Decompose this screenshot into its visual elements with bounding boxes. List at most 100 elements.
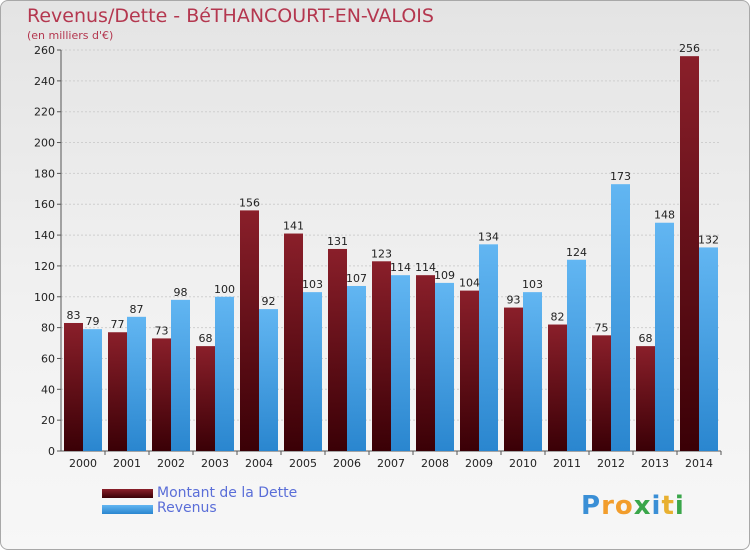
data-label-revenus: 114: [390, 261, 411, 274]
bar-revenus: [303, 292, 322, 451]
bar-revenus: [215, 296, 234, 451]
data-label-revenus: 109: [434, 269, 455, 282]
data-label-revenus: 87: [130, 303, 144, 316]
bar-revenus: [347, 285, 366, 451]
legend-swatch-debt: [102, 489, 153, 498]
data-label-revenus: 173: [610, 170, 631, 183]
bar-revenus: [127, 316, 146, 451]
y-tick-label: 0: [48, 445, 55, 458]
chart-title: Revenus/Dette - BéTHANCOURT-EN-VALOIS: [27, 5, 434, 27]
y-tick-label: 140: [34, 229, 55, 242]
y-tick-label: 80: [41, 322, 55, 335]
bar-revenus: [523, 292, 542, 451]
legend-label-revenus: Revenus: [157, 500, 217, 516]
data-label-debt: 68: [199, 332, 213, 345]
y-tick-label: 200: [34, 137, 55, 150]
data-label-debt: 68: [639, 332, 653, 345]
y-tick-label: 120: [34, 260, 55, 273]
legend-swatch-revenus: [102, 505, 153, 514]
data-label-debt: 131: [327, 235, 348, 248]
logo-letter: x: [633, 491, 652, 521]
bar-debt: [504, 307, 523, 451]
x-tick-label: 2010: [509, 457, 537, 470]
data-label-revenus: 100: [214, 283, 235, 296]
x-tick-label: 2008: [421, 457, 449, 470]
x-tick-label: 2009: [465, 457, 493, 470]
bar-revenus: [259, 309, 278, 451]
y-tick-label: 20: [41, 414, 55, 427]
proxiti-logo: Proxiti: [581, 491, 685, 521]
data-labels: 83 79 778773986810015692141103131107123114…: [67, 42, 720, 345]
y-tick-label: 40: [41, 383, 55, 396]
data-label-revenus: 92: [262, 295, 276, 308]
bar-debt: [64, 322, 83, 451]
bar-debt: [460, 290, 479, 451]
logo-letter: i: [674, 491, 685, 521]
bar-revenus: [391, 275, 410, 451]
data-label-revenus: 98: [174, 286, 188, 299]
bar-revenus: [611, 184, 630, 451]
y-tick-label: 260: [34, 44, 55, 57]
x-tick-label: 2001: [113, 457, 141, 470]
data-label-revenus: 79: [86, 315, 100, 328]
bar-revenus: [83, 329, 102, 451]
bar-debt: [328, 248, 347, 451]
bar-revenus: [479, 244, 498, 451]
bars: [64, 56, 718, 452]
y-tick-label: 180: [34, 167, 55, 180]
x-tick-label: 2004: [245, 457, 273, 470]
x-tick-label: 2012: [597, 457, 625, 470]
bar-revenus: [699, 247, 718, 451]
data-label-debt: 123: [371, 247, 392, 260]
logo-letter: i: [651, 491, 662, 521]
bar-debt: [196, 346, 215, 451]
bar-revenus: [435, 282, 454, 451]
bar-debt: [592, 335, 611, 451]
data-label-revenus: 124: [566, 246, 587, 259]
data-label-debt: 77: [111, 318, 125, 331]
x-tick-label: 2005: [289, 457, 317, 470]
x-tick-label: 2006: [333, 457, 361, 470]
logo-letter: t: [661, 491, 675, 521]
bar-debt: [152, 338, 171, 451]
bar-debt: [636, 346, 655, 451]
legend-label-debt: Montant de la Dette: [157, 485, 298, 501]
data-label-debt: 82: [551, 311, 565, 324]
data-label-debt: 114: [415, 261, 436, 274]
bar-debt: [372, 261, 391, 451]
data-label-debt: 256: [679, 42, 700, 55]
data-label-debt: 156: [239, 196, 260, 209]
data-label-debt: 93: [507, 294, 521, 307]
data-label-debt: 73: [155, 324, 169, 337]
bar-debt: [284, 233, 303, 451]
x-tick-label: 2002: [157, 457, 185, 470]
bar-revenus: [655, 222, 674, 451]
bar-revenus: [567, 259, 586, 451]
x-tick-label: 2007: [377, 457, 405, 470]
y-tick-label: 60: [41, 352, 55, 365]
data-label-revenus: 107: [346, 272, 367, 285]
y-tick-label: 100: [34, 291, 55, 304]
data-label-revenus: 103: [522, 278, 543, 291]
logo-letter: P: [581, 491, 602, 521]
bar-chart: 0 20 40 60 80 100 120 140 160 180 200 220 240 260 2000…: [34, 42, 722, 470]
x-tick-label: 2000: [69, 457, 97, 470]
data-label-debt: 141: [283, 220, 304, 233]
data-label-debt: 104: [459, 277, 480, 290]
logo-letter: r: [601, 491, 615, 521]
chart-subtitle: (en milliers d'€): [27, 29, 114, 42]
bar-debt: [680, 56, 699, 452]
data-label-revenus: 148: [654, 209, 675, 222]
bar-debt: [548, 324, 567, 451]
bar-revenus: [171, 299, 190, 451]
data-label-revenus: 132: [698, 233, 719, 246]
data-label-debt: 83: [67, 309, 81, 322]
data-label-revenus: 134: [478, 230, 499, 243]
x-tick-label: 2003: [201, 457, 229, 470]
bar-debt: [416, 275, 435, 451]
x-tick-label: 2011: [553, 457, 581, 470]
data-label-revenus: 103: [302, 278, 323, 291]
y-tick-label: 160: [34, 198, 55, 211]
y-tick-label: 240: [34, 75, 55, 88]
